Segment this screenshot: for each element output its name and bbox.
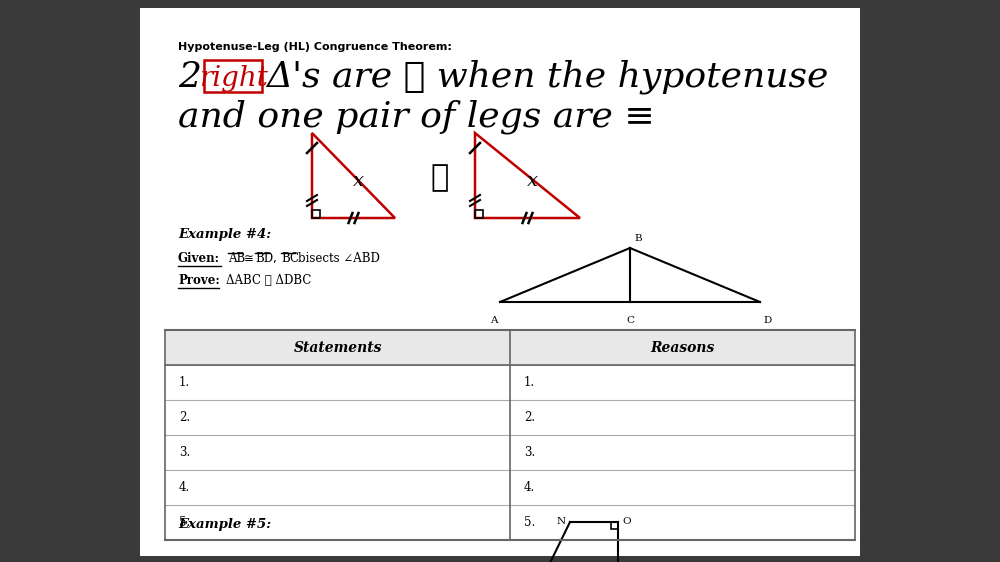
Text: 2.: 2. bbox=[179, 411, 190, 424]
Text: bisects ∠ABD: bisects ∠ABD bbox=[298, 252, 380, 265]
Text: right: right bbox=[199, 65, 267, 92]
Text: 1.: 1. bbox=[179, 376, 190, 389]
Text: AB: AB bbox=[228, 252, 245, 265]
Text: 4.: 4. bbox=[179, 481, 190, 494]
Text: 1.: 1. bbox=[524, 376, 535, 389]
Text: 5.: 5. bbox=[179, 516, 190, 529]
Text: ≅: ≅ bbox=[244, 252, 254, 265]
Bar bbox=[140, 8, 860, 556]
Text: x: x bbox=[353, 171, 364, 189]
Text: Prove:: Prove: bbox=[178, 274, 220, 287]
Text: Reasons: Reasons bbox=[650, 341, 715, 355]
Text: Statements: Statements bbox=[293, 341, 382, 355]
Text: 4.: 4. bbox=[524, 481, 535, 494]
Text: BD: BD bbox=[255, 252, 273, 265]
Text: ΔABC ≅ ΔDBC: ΔABC ≅ ΔDBC bbox=[226, 274, 311, 287]
Text: Example #4:: Example #4: bbox=[178, 228, 271, 241]
Bar bbox=[312, 210, 320, 218]
Text: 5.: 5. bbox=[524, 516, 535, 529]
Text: 3.: 3. bbox=[179, 446, 190, 459]
Text: and one pair of legs are ≡: and one pair of legs are ≡ bbox=[178, 100, 655, 134]
Text: N: N bbox=[557, 518, 566, 527]
Bar bbox=[611, 522, 618, 529]
Text: 3.: 3. bbox=[524, 446, 535, 459]
Text: D: D bbox=[764, 316, 772, 325]
Bar bbox=[204, 60, 262, 92]
Text: ≅: ≅ bbox=[431, 162, 449, 193]
Text: Given:: Given: bbox=[178, 252, 220, 265]
Text: Hypotenuse-Leg (HL) Congruence Theorem:: Hypotenuse-Leg (HL) Congruence Theorem: bbox=[178, 42, 452, 52]
Text: ,: , bbox=[272, 252, 276, 265]
Text: BC: BC bbox=[281, 252, 299, 265]
Text: Δ's are ≅ when the hypotenuse: Δ's are ≅ when the hypotenuse bbox=[266, 60, 828, 94]
Bar bbox=[165, 330, 855, 365]
Text: B: B bbox=[634, 234, 642, 243]
Text: 2.: 2. bbox=[524, 411, 535, 424]
Text: x: x bbox=[527, 171, 538, 189]
Text: 2: 2 bbox=[178, 60, 201, 94]
Text: O: O bbox=[622, 518, 631, 527]
Text: Example #5:: Example #5: bbox=[178, 518, 271, 531]
Text: A: A bbox=[490, 316, 498, 325]
Text: C: C bbox=[626, 316, 634, 325]
Bar bbox=[475, 210, 483, 218]
